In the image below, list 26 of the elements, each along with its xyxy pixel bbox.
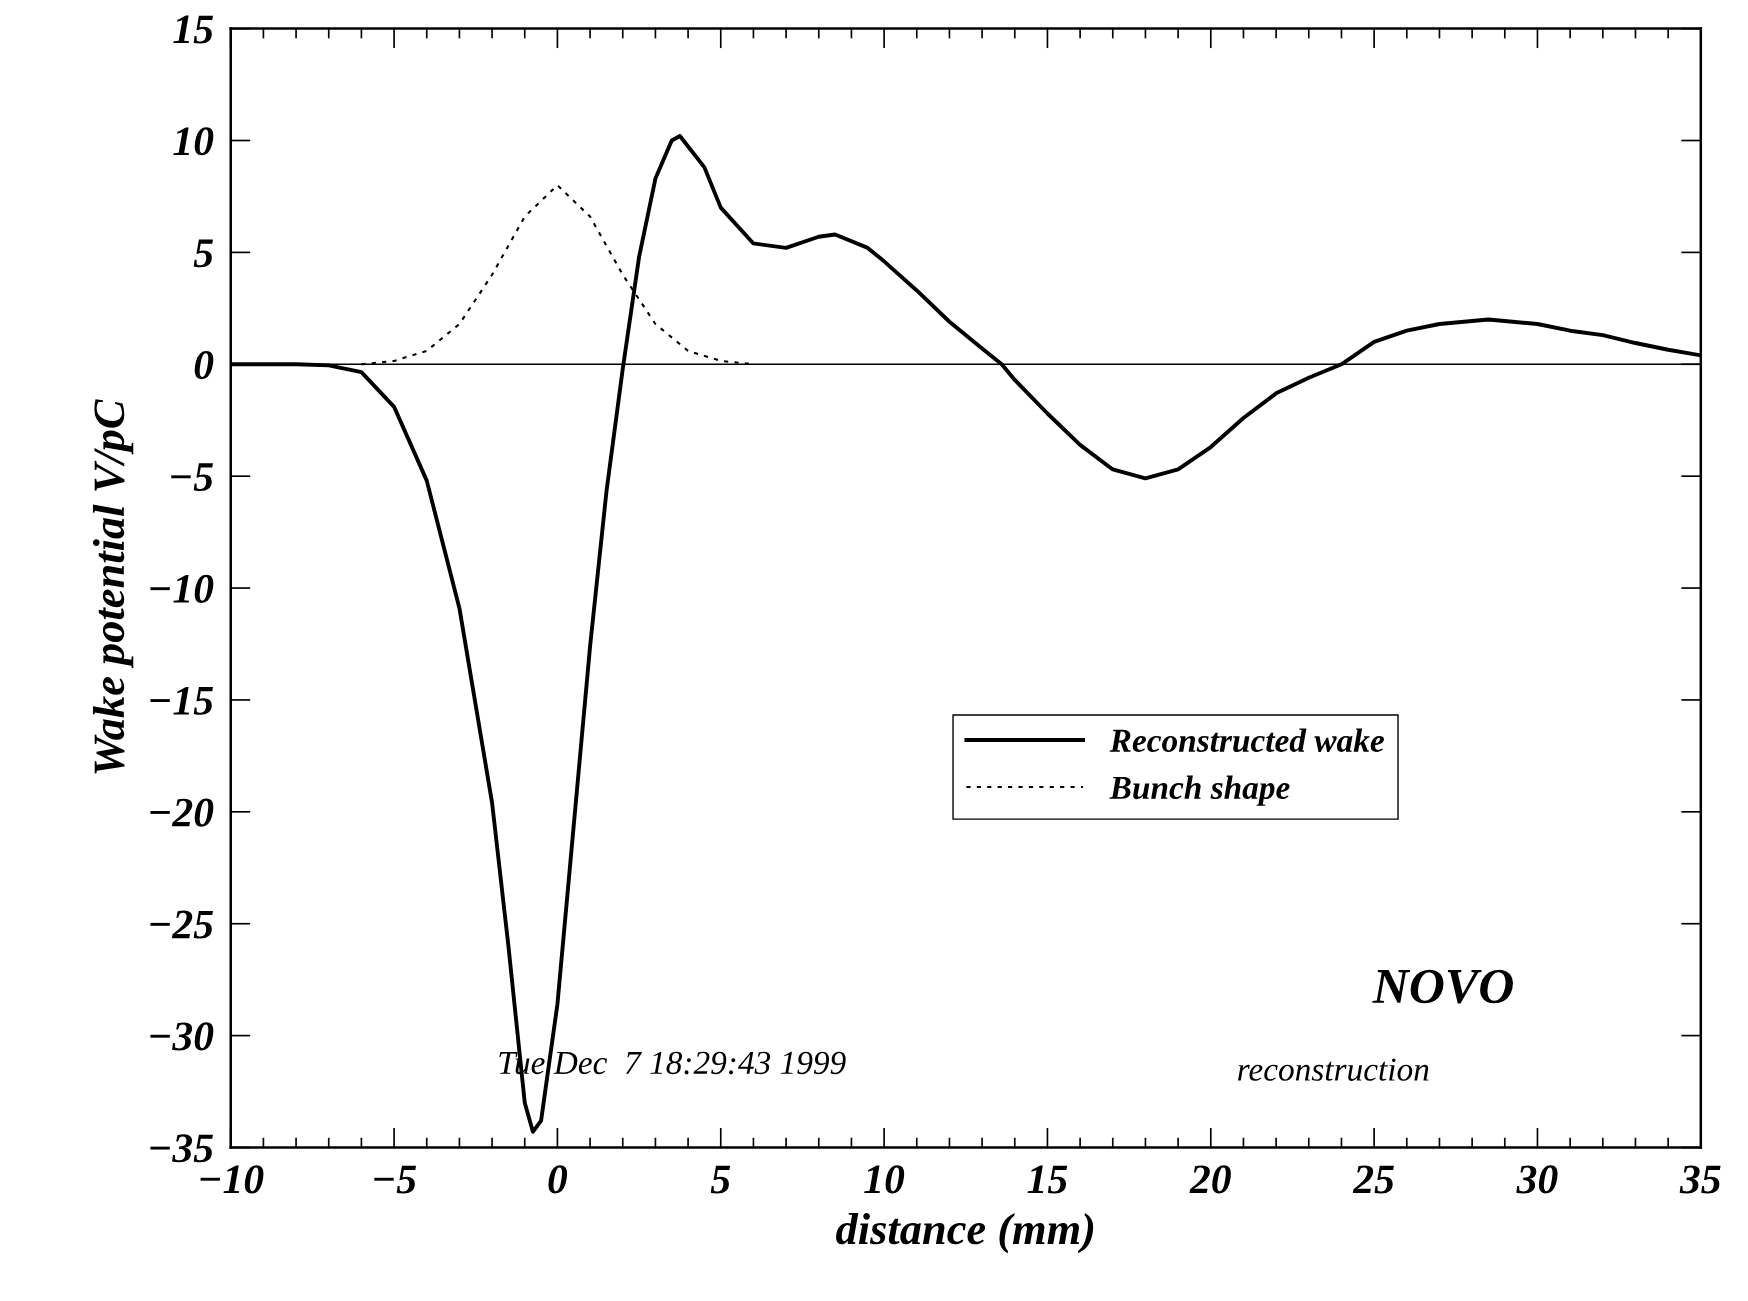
x-tick-label: 25: [1352, 1165, 1394, 1194]
y-tick-label: −15: [150, 686, 213, 715]
x-tick-label: 30: [1516, 1165, 1558, 1194]
y-tick-label: 0: [194, 351, 214, 380]
y-tick-label: −20: [150, 798, 214, 827]
y-tick-label: −10: [150, 574, 214, 603]
x-tick-label: 5: [710, 1165, 731, 1194]
y-tick-label: −25: [150, 910, 213, 939]
x-axis-title: distance (mm): [836, 1213, 1094, 1254]
y-tick-label: −35: [150, 1134, 213, 1163]
x-tick-label: −5: [374, 1165, 417, 1194]
legend-label: Reconstructed wake: [1109, 728, 1384, 753]
legend-label: Bunch shape: [1109, 775, 1290, 806]
y-tick-label: −30: [150, 1022, 214, 1051]
x-tick-label: 35: [1679, 1165, 1721, 1194]
y-tick-label: −5: [171, 463, 213, 492]
x-tick-label: 10: [864, 1165, 905, 1194]
y-axis-title: Wake potential V/pC: [92, 399, 134, 774]
y-tick-label: 15: [173, 15, 213, 44]
x-tick-label: 20: [1189, 1165, 1231, 1194]
annotation: NOVO: [1372, 969, 1513, 1004]
annotation: reconstruction: [1238, 1058, 1429, 1081]
y-tick-label: 5: [193, 239, 213, 268]
x-tick-label: 15: [1027, 1165, 1068, 1194]
x-tick-label: 0: [548, 1165, 568, 1194]
y-tick-label: 10: [173, 127, 214, 156]
